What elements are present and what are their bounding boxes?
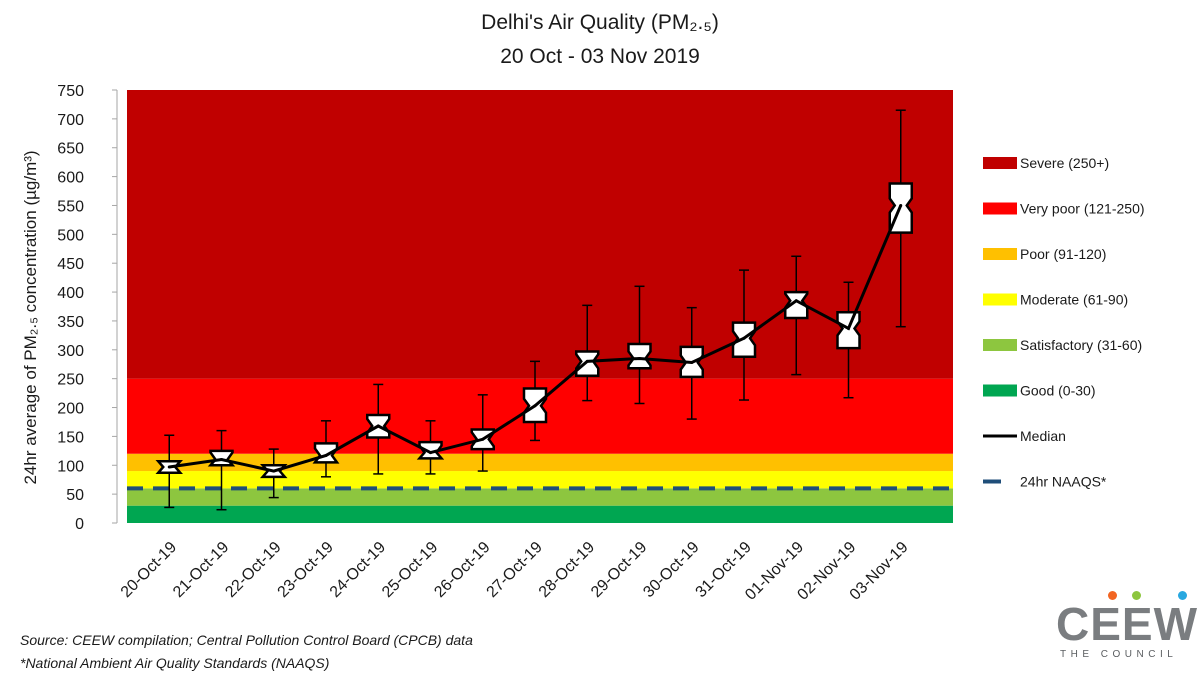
legend-label-5: Good (0-30) xyxy=(1020,383,1095,399)
y-tick-label-300: 300 xyxy=(57,343,84,360)
band-0 xyxy=(127,505,953,523)
x-tick-label-3: 23-Oct-19 xyxy=(275,539,337,601)
box-12 xyxy=(784,290,809,320)
median-series xyxy=(167,203,903,473)
y-tick-label-400: 400 xyxy=(57,285,84,302)
y-tick-label-700: 700 xyxy=(57,112,84,129)
x-tick-label-6: 26-Oct-19 xyxy=(431,539,493,601)
chart-title: Delhi's Air Quality (PM₂.₅) xyxy=(481,11,719,34)
y-tick-label-250: 250 xyxy=(57,372,84,389)
median-point-0 xyxy=(167,465,171,469)
x-tick-label-7: 27-Oct-19 xyxy=(484,539,546,601)
median-point-9 xyxy=(638,356,641,360)
x-tick-label-1: 21-Oct-19 xyxy=(170,539,232,601)
ceew-logo: CEEW THE COUNCIL xyxy=(1046,585,1198,665)
median-point-14 xyxy=(899,203,903,207)
median-point-13 xyxy=(847,326,850,330)
median-point-4 xyxy=(376,424,380,428)
median-point-2 xyxy=(272,469,276,473)
y-tick-label-50: 50 xyxy=(66,487,84,504)
median-point-10 xyxy=(690,361,694,365)
logo-subtitle: THE COUNCIL xyxy=(1060,649,1178,660)
band-5 xyxy=(127,90,953,379)
logo-dot-blue xyxy=(1178,591,1187,600)
median-point-8 xyxy=(585,359,589,363)
box-9 xyxy=(627,342,652,370)
legend-swatch-2 xyxy=(983,248,1017,260)
legend-label-0: Severe (250+) xyxy=(1020,155,1109,171)
legend-label-3: Moderate (61-90) xyxy=(1020,292,1128,308)
x-tick-label-4: 24-Oct-19 xyxy=(327,539,389,601)
x-tick-label-8: 28-Oct-19 xyxy=(536,539,598,601)
x-tick-label-9: 29-Oct-19 xyxy=(588,539,650,601)
logo-dot-orange xyxy=(1108,591,1117,600)
box-8 xyxy=(575,350,600,378)
x-tick-label-10: 30-Oct-19 xyxy=(640,539,702,601)
box-13 xyxy=(836,311,861,350)
y-axis-label: 24hr average of PM₂.₅ concentration (µg/… xyxy=(21,150,40,484)
x-tick-label-0: 20-Oct-19 xyxy=(118,539,180,601)
legend-label-2: Poor (91-120) xyxy=(1020,246,1106,262)
y-tick-label-100: 100 xyxy=(57,458,84,475)
y-tick-label-150: 150 xyxy=(57,429,84,446)
y-tick-label-600: 600 xyxy=(57,170,84,187)
legend-swatch-4 xyxy=(983,339,1017,351)
legend-label-4: Satisfactory (31-60) xyxy=(1020,337,1142,353)
logo-wordmark: CEEW xyxy=(1056,598,1198,650)
source-note: Source: CEEW compilation; Central Pollut… xyxy=(20,632,473,648)
x-tick-label-5: 25-Oct-19 xyxy=(379,539,441,601)
median-point-11 xyxy=(742,336,746,340)
legend-median-label: Median xyxy=(1020,428,1066,444)
band-1 xyxy=(127,488,953,506)
median-point-3 xyxy=(324,453,328,457)
legend: Severe (250+) Very poor (121-250) Poor (91… xyxy=(983,155,1145,490)
y-tick-label-550: 550 xyxy=(57,198,84,215)
median-point-1 xyxy=(220,457,223,461)
band-3 xyxy=(127,453,953,472)
y-tick-label-0: 0 xyxy=(75,516,84,533)
legend-swatch-3 xyxy=(983,293,1017,306)
legend-label-1: Very poor (121-250) xyxy=(1020,201,1145,217)
legend-swatch-1 xyxy=(983,202,1017,215)
median-point-12 xyxy=(794,299,798,303)
band-2 xyxy=(127,471,953,489)
y-tick-label-450: 450 xyxy=(57,256,84,273)
chart-subtitle: 20 Oct - 03 Nov 2019 xyxy=(500,45,700,68)
y-tick-label-200: 200 xyxy=(57,401,84,418)
y-tick-label-650: 650 xyxy=(57,141,84,158)
median-point-5 xyxy=(429,451,432,455)
legend-swatch-0 xyxy=(983,157,1017,169)
logo-dot-green xyxy=(1132,591,1141,600)
box-3 xyxy=(312,442,340,464)
y-tick-label-750: 750 xyxy=(57,83,84,100)
naaqs-note: *National Ambient Air Quality Standards … xyxy=(20,655,330,671)
legend-naaqs-label: 24hr NAAQS* xyxy=(1020,474,1107,490)
aqi-bands xyxy=(127,90,953,523)
y-tick-label-500: 500 xyxy=(57,227,84,244)
x-tick-label-2: 22-Oct-19 xyxy=(222,539,284,601)
legend-swatch-5 xyxy=(983,384,1017,397)
median-point-7 xyxy=(533,404,537,408)
y-tick-label-350: 350 xyxy=(57,314,84,331)
median-point-6 xyxy=(481,437,485,441)
